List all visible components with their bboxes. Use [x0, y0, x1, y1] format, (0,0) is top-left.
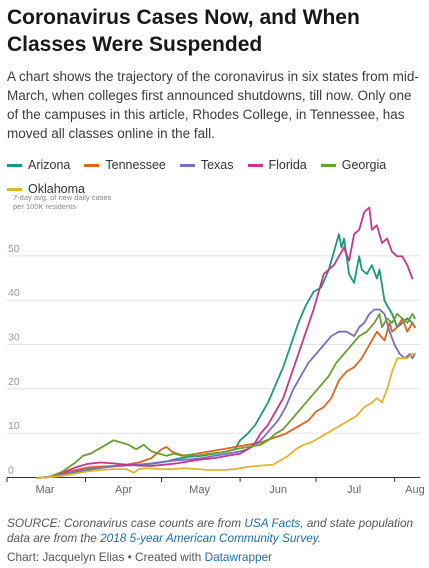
series-line-texas [36, 308, 416, 479]
y-tick-label: 40 [8, 287, 20, 299]
legend-label: Florida [268, 158, 307, 172]
y-tick-label: 0 [8, 465, 14, 477]
legend-item-oklahoma: Oklahoma [7, 177, 85, 201]
legend-swatch [247, 163, 263, 167]
chart-description: A chart shows the trajectory of the coro… [7, 69, 419, 141]
line-chart: 0 10 20 30 40 50 Mar Apr May Jun Jul Aug [6, 206, 425, 496]
series-line-florida [36, 206, 414, 479]
legend-swatch [179, 163, 195, 167]
legend-label: Oklahoma [28, 182, 85, 196]
series-line-oklahoma [36, 353, 416, 479]
source-note: SOURCE: Coronavirus case counts are from… [7, 516, 419, 546]
y-tick-label: 20 [8, 376, 20, 388]
x-tick-label: Jun [269, 484, 287, 496]
legend-label: Georgia [341, 158, 387, 172]
legend-item-florida: Florida [247, 153, 307, 177]
legend-item-tennessee: Tennessee [84, 153, 166, 177]
credit: Chart: Jacquelyn Elias • Created with Da… [7, 550, 419, 565]
legend-swatch [320, 163, 336, 167]
chart-title: Coronavirus Cases Now, and When Classes … [7, 6, 360, 56]
usa-facts-link[interactable]: USA Facts [244, 516, 301, 530]
legend-item-georgia: Georgia [320, 153, 387, 177]
legend-label: Texas [200, 158, 234, 172]
source-mid: , and state population data are from the [7, 516, 414, 545]
y-tick-label: 10 [8, 420, 20, 432]
legend-swatch [7, 163, 22, 167]
acs-link[interactable]: 2018 5-year American Community Survey [100, 531, 318, 545]
y-axis-label: 7-day avg. of new daily cases per 100K r… [13, 193, 112, 211]
x-tick-label: Aug [405, 484, 425, 496]
chart-container: Coronavirus Cases Now, and When Classes … [7, 4, 423, 201]
legend-item-arizona: Arizona [7, 153, 70, 177]
legend-swatch [84, 163, 100, 167]
x-tick-label: Jul [347, 484, 361, 496]
x-tick-label: Mar [36, 484, 55, 496]
source-end: . [317, 531, 322, 545]
source-prefix: SOURCE: Coronavirus case counts are from [7, 516, 245, 530]
y-tick-label: 30 [8, 332, 20, 344]
credit-text: Chart: Jacquelyn Elias • Created with [7, 550, 205, 564]
datawrapper-link[interactable]: Datawrapper [204, 550, 273, 564]
legend-swatch [7, 187, 22, 191]
legend-item-texas: Texas [179, 153, 234, 177]
footer: SOURCE: Coronavirus case counts are from… [7, 516, 419, 565]
y-tick-label: 50 [8, 243, 20, 255]
x-tick-label: Apr [115, 484, 132, 496]
legend-label: Arizona [28, 158, 71, 172]
legend: Arizona Tennessee Texas Florida Georgia Oklah… [7, 153, 417, 201]
legend-label: Tennessee [105, 158, 166, 172]
series-line-georgia [36, 313, 416, 479]
series-line-arizona [36, 233, 416, 479]
x-tick-label: May [189, 484, 210, 496]
